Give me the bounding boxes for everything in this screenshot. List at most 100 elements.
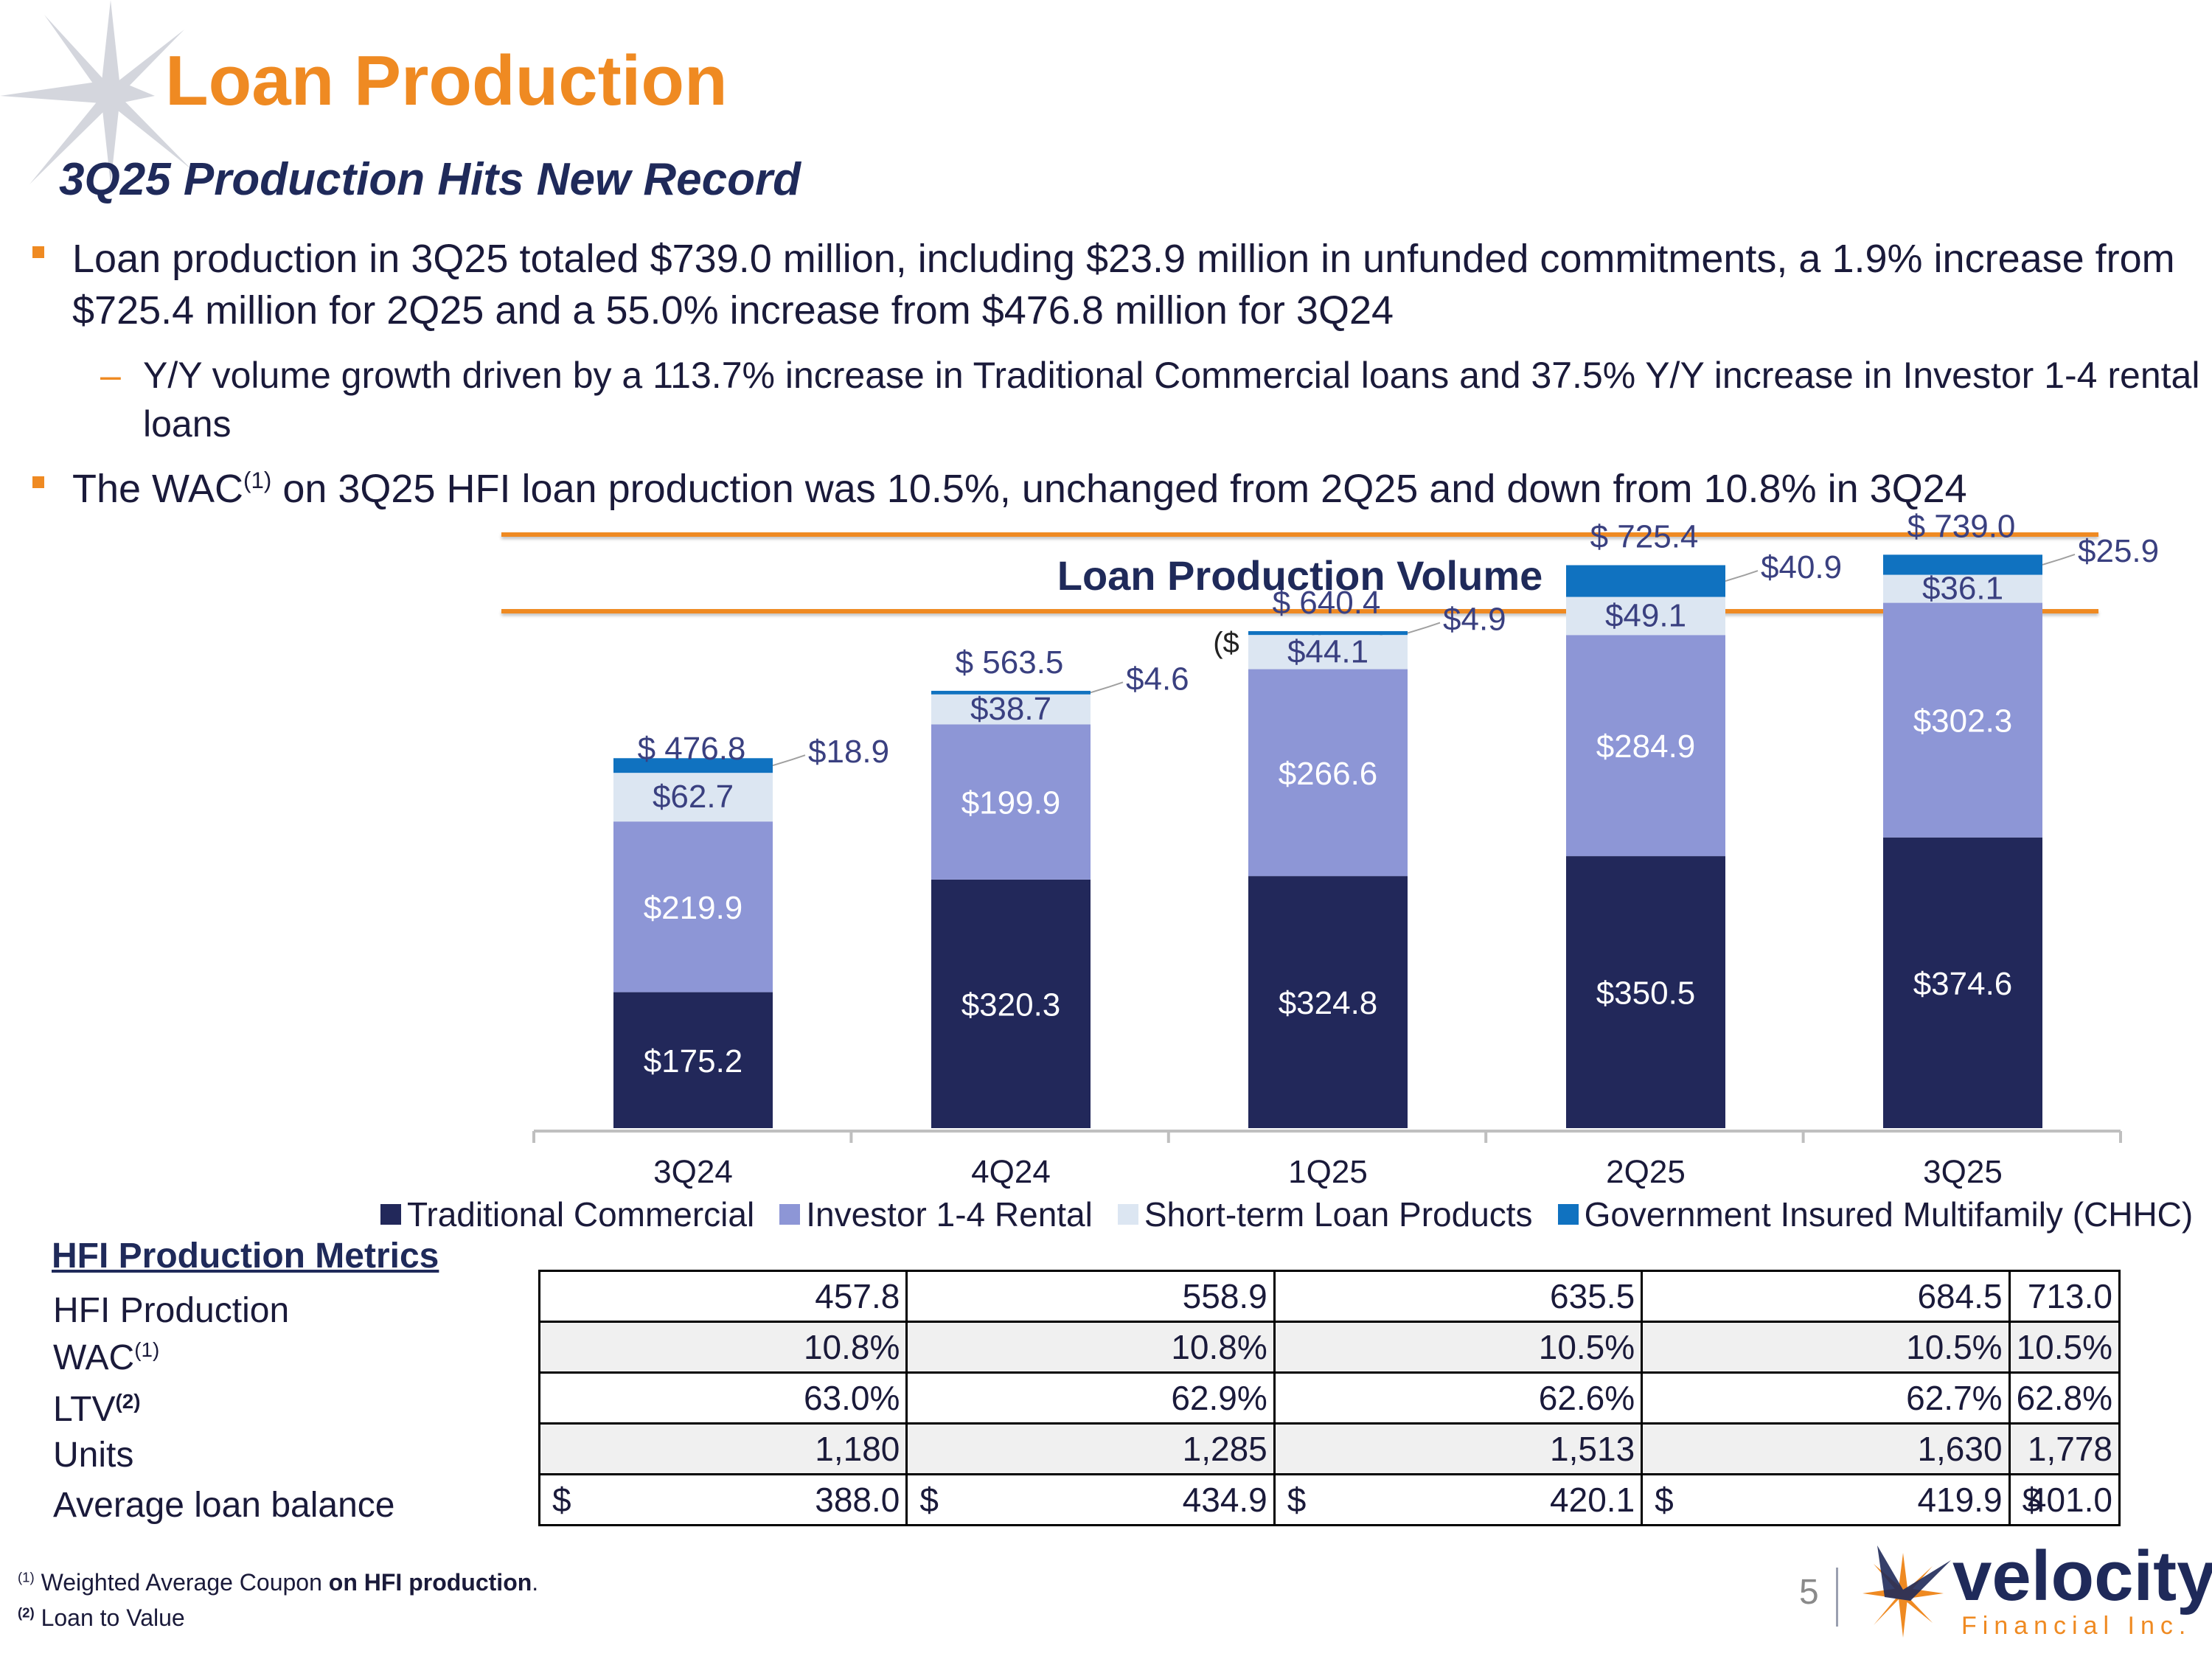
footnote-1: (1) Weighted Average Coupon on HFI produ… bbox=[18, 1569, 538, 1596]
page-number: 5 bbox=[1799, 1573, 1819, 1612]
metrics-value: 62.9% bbox=[1171, 1379, 1267, 1417]
bar-value-label: $302.3 bbox=[1913, 703, 2013, 740]
bar-segment bbox=[1883, 602, 2042, 838]
bar-segment bbox=[613, 992, 773, 1128]
bar-segment bbox=[1248, 669, 1408, 877]
bar-value-label: $284.9 bbox=[1596, 728, 1696, 765]
callout-label: $18.9 bbox=[808, 734, 889, 770]
bar-segment bbox=[613, 773, 773, 822]
metrics-value: 419.9 bbox=[1917, 1481, 2003, 1519]
footnote-1-end: . bbox=[532, 1569, 539, 1596]
metrics-row: 1,180 1,285 1,513 1,630 1,778 bbox=[538, 1422, 2121, 1475]
metrics-row: 10.8% 10.8% 10.5% 10.5% 10.5% bbox=[538, 1321, 2121, 1374]
callout-label: $40.9 bbox=[1761, 549, 1842, 585]
legend-swatch bbox=[779, 1204, 801, 1225]
bar-segment bbox=[1883, 554, 2042, 575]
metrics-value: 558.9 bbox=[1182, 1277, 1267, 1315]
metrics-cell: 10.5% bbox=[2008, 1321, 2121, 1374]
bar-value-label: $49.1 bbox=[1605, 597, 1686, 633]
metrics-value: 1,285 bbox=[1182, 1430, 1267, 1468]
chart-rule-bottom bbox=[501, 609, 2098, 613]
metrics-cell: 62.8% bbox=[2008, 1371, 2121, 1425]
bullet-2-sup: (1) bbox=[243, 467, 272, 493]
metrics-row: 63.0% 62.9% 62.6% 62.7% 62.8% bbox=[538, 1371, 2121, 1425]
bar-value-label: $320.3 bbox=[961, 987, 1061, 1023]
metrics-row: 457.8 558.9 635.5 684.5 713.0 bbox=[538, 1270, 2121, 1323]
legend-item: Investor 1-4 Rental bbox=[779, 1194, 1093, 1234]
callout-line bbox=[1725, 570, 1759, 582]
bar-value-label: $38.7 bbox=[970, 691, 1051, 727]
metrics-value: 63.0% bbox=[803, 1379, 900, 1417]
metrics-row-label: Average loan balance bbox=[53, 1486, 395, 1525]
dollar-sign: $ bbox=[1655, 1481, 1674, 1519]
metrics-value: 62.6% bbox=[1538, 1379, 1635, 1417]
star-logo-icon bbox=[0, 0, 192, 184]
metrics-value: 388.0 bbox=[815, 1481, 900, 1519]
metrics-row-label: HFI Production bbox=[53, 1291, 290, 1330]
callout-line bbox=[772, 754, 806, 767]
metrics-cell: 10.5% bbox=[1641, 1321, 2011, 1374]
bar-segment bbox=[1566, 597, 1725, 636]
metrics-cell: $388.0 bbox=[538, 1473, 908, 1526]
metrics-value: 62.7% bbox=[1906, 1379, 2003, 1417]
velocity-star-icon bbox=[1863, 1545, 1951, 1638]
footnote-2: (2) Loan to Value bbox=[18, 1604, 185, 1632]
legend-label: Short-term Loan Products bbox=[1144, 1195, 1533, 1234]
metrics-value: 10.8% bbox=[1171, 1328, 1267, 1366]
bar-value-label: $36.1 bbox=[1922, 571, 2003, 607]
legend-label: Traditional Commercial bbox=[407, 1195, 755, 1234]
metrics-row-label: LTV(2) bbox=[53, 1390, 141, 1429]
bullet-marker bbox=[32, 246, 44, 258]
metrics-cell: 62.7% bbox=[1641, 1371, 2011, 1425]
callout-label: $4.9 bbox=[1443, 602, 1506, 638]
stacked-bar-chart: $175.2 $219.9 $62.7 $18.9 $ 476.8 3Q24 $320.3 $… bbox=[532, 508, 2159, 1190]
bar-value-label: $175.2 bbox=[644, 1043, 743, 1079]
metrics-cell: 1,630 bbox=[1641, 1422, 2011, 1475]
legend-item: Traditional Commercial bbox=[380, 1194, 754, 1234]
metrics-value: 1,778 bbox=[2027, 1430, 2112, 1468]
logo-wordmark: velocity bbox=[1952, 1537, 2212, 1615]
metrics-row-label: WAC(1) bbox=[53, 1338, 160, 1377]
dollar-sign: $ bbox=[2022, 1481, 2042, 1519]
bar-segment bbox=[613, 821, 773, 992]
metrics-value: 684.5 bbox=[1917, 1277, 2003, 1315]
metrics-title: HFI Production Metrics bbox=[52, 1237, 439, 1276]
legend-item: Government Insured Multifamily (CHHC) bbox=[1557, 1194, 2194, 1234]
page-title: Loan Production bbox=[165, 41, 728, 120]
footnote-1-text: Weighted Average Coupon bbox=[34, 1569, 322, 1596]
metrics-value: 1,180 bbox=[815, 1430, 900, 1468]
metrics-row-label: Units bbox=[53, 1436, 134, 1475]
metrics-cell: 558.9 bbox=[905, 1270, 1276, 1323]
chart-legend: Traditional Commercial Investor 1-4 Renta… bbox=[380, 1194, 2193, 1234]
metrics-cell: 1,513 bbox=[1273, 1422, 1644, 1475]
metrics-value: 1,630 bbox=[1917, 1430, 2003, 1468]
metrics-cell: 713.0 bbox=[2008, 1270, 2121, 1323]
bar-value-label: $324.8 bbox=[1279, 985, 1378, 1021]
bar-segment bbox=[1248, 630, 1408, 636]
footnote-2-text: Loan to Value bbox=[34, 1604, 185, 1631]
x-axis-tick-label: 4Q24 bbox=[971, 1154, 1051, 1190]
sub-bullet-text: Y/Y volume growth driven by a 113.7% inc… bbox=[143, 355, 2200, 445]
bar-value-label: $44.1 bbox=[1287, 633, 1368, 669]
metrics-cell: 10.8% bbox=[538, 1321, 908, 1374]
legend-label: Government Insured Multifamily (CHHC) bbox=[1584, 1195, 2194, 1234]
bar-total-label: $ 739.0 bbox=[1907, 508, 2016, 544]
callout-line bbox=[1407, 622, 1441, 634]
dollar-sign: $ bbox=[552, 1481, 571, 1519]
metrics-cell: 457.8 bbox=[538, 1270, 908, 1323]
bar-segment bbox=[931, 690, 1091, 695]
bar-value-label: $350.5 bbox=[1596, 975, 1696, 1012]
metrics-value: 457.8 bbox=[815, 1277, 900, 1315]
metrics-cell: 684.5 bbox=[1641, 1270, 2011, 1323]
bar-segment bbox=[1883, 837, 2042, 1128]
metrics-cell: 10.8% bbox=[905, 1321, 1276, 1374]
metrics-value: 10.5% bbox=[1538, 1328, 1635, 1366]
page-subtitle: 3Q25 Production Hits New Record bbox=[59, 154, 801, 205]
bullet-item: Loan production in 3Q25 totaled $739.0 m… bbox=[32, 233, 2196, 336]
bullet-marker bbox=[32, 476, 44, 488]
dollar-sign: $ bbox=[919, 1481, 939, 1519]
metrics-value: 401.0 bbox=[2027, 1481, 2112, 1519]
bar-segment bbox=[1883, 574, 2042, 603]
dash-marker: – bbox=[100, 355, 121, 396]
bar-total-label: $ 476.8 bbox=[638, 731, 746, 767]
